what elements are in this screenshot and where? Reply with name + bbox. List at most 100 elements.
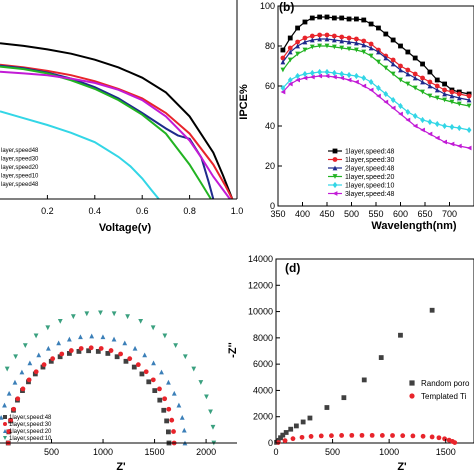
panel-b-point: [383, 99, 389, 105]
panel-c-point: [143, 369, 149, 375]
panel-c-point: [98, 346, 104, 351]
panel-c-point: [122, 340, 128, 346]
panel-b-legend-marker: [332, 181, 338, 189]
panel-c-point: [171, 429, 176, 434]
panel-b-point: [295, 51, 300, 57]
panel-a-curve-4: [0, 65, 212, 200]
panel-c-point: [78, 346, 84, 351]
panel-d-legend: Random poro Templated Ti: [409, 379, 470, 401]
panel-b-x-tick-label: 350: [270, 209, 285, 219]
panel-c-point: [57, 318, 63, 324]
panel-b-point: [302, 70, 308, 78]
panel-b-point: [324, 43, 330, 49]
panel-b-point: [383, 65, 389, 71]
panel-b-point: [456, 143, 462, 149]
panel-b-y-tick-label: 20: [265, 161, 275, 171]
panel-b-point: [331, 44, 337, 50]
panel-d-y-tick-label: 4000: [253, 385, 273, 395]
panel-b-point: [339, 15, 345, 21]
panel-c-point: [22, 343, 28, 349]
panel-b-point: [376, 84, 381, 92]
panel-b-point: [317, 32, 323, 38]
panel-d-point: [318, 433, 324, 439]
panel-b-point: [383, 90, 389, 98]
panel-b-point: [324, 36, 330, 42]
panel-c-legend-label: 1layer,speed:48: [9, 415, 52, 421]
panel-b-point: [398, 67, 403, 73]
panel-a-curve-5: [0, 110, 160, 200]
panel-a-tick-label: 0.4: [89, 206, 102, 216]
panel-b-point: [309, 44, 315, 50]
panel-b-point: [331, 15, 337, 21]
panel-b-point: [398, 43, 403, 49]
panel-c-point: [48, 358, 54, 364]
panel-b-point: [456, 91, 462, 97]
panel-b-point: [420, 89, 425, 95]
panel-b-y-tick-label: 100: [260, 1, 275, 11]
panel-b-point: [287, 81, 293, 87]
panel-b-point: [354, 47, 359, 53]
panel-b-point: [449, 141, 455, 147]
panel-b-point: [420, 127, 425, 133]
panel-b-point: [331, 74, 337, 80]
panel-d-point: [390, 433, 395, 438]
panel-c-point: [139, 371, 145, 377]
panel-d-nyquist: 0 500 1000 1500 0 2000 4000 6000 8000 10000 12000…: [227, 254, 474, 473]
panel-b-point: [287, 49, 293, 55]
panel-c-point: [111, 311, 117, 317]
panel-c-legend-marker: [3, 429, 7, 433]
panel-b-x-ticks: 350 400 450 500 550 600 650 700: [270, 202, 457, 219]
panel-b-point: [376, 49, 381, 55]
panel-a-legend-label: layer,speed10: [1, 174, 39, 180]
panel-b-point: [412, 55, 418, 61]
panel-d-legend-marker: [409, 380, 415, 386]
panel-b-point: [427, 118, 433, 126]
panel-d-point: [290, 436, 296, 442]
panel-a-tick-label: 0.6: [136, 206, 149, 216]
panel-b-point: [442, 97, 447, 103]
panel-c-legend-marker: [3, 422, 7, 426]
panel-b-point: [466, 145, 472, 151]
panel-b-y-tick-label: 60: [265, 81, 275, 91]
panel-b-legend-marker: [332, 157, 338, 162]
panel-c-point: [6, 390, 12, 396]
panel-b-x-tick-label: 500: [344, 209, 359, 219]
panel-b-point: [317, 43, 323, 49]
panel-b-point: [317, 73, 323, 79]
panel-b-point: [456, 95, 462, 101]
panel-b-point: [383, 55, 389, 61]
panel-c-point: [33, 369, 39, 375]
panel-a-tick-label: 1.0: [231, 206, 244, 216]
panel-b-point: [405, 67, 411, 73]
panel-b-point: [449, 89, 455, 95]
panel-b-point: [361, 42, 367, 48]
panel-b-point: [434, 95, 440, 101]
panel-b-point: [331, 69, 337, 77]
panel-c-legend-marker: [3, 415, 7, 419]
panel-c-point: [166, 429, 171, 435]
panel-b-point: [368, 41, 374, 47]
panel-b-line-4: [282, 45, 470, 107]
panel-c-point: [76, 349, 82, 354]
panel-d-point: [278, 435, 283, 441]
panel-d-point: [361, 377, 367, 383]
panel-c-point: [171, 390, 177, 396]
panel-c-point: [33, 333, 39, 339]
panel-b-point: [361, 49, 367, 55]
panel-c-point: [132, 345, 138, 351]
panel-c-point: [78, 334, 83, 340]
panel-b-ipce: 350 400 450 500 550 600 650 700 0 20 40 60 80 100 Wa…: [238, 0, 474, 232]
panel-b-point: [412, 112, 418, 120]
panel-d-y-tick-label: 10000: [248, 307, 273, 317]
panel-c-tick-label: 2000: [196, 447, 216, 457]
panel-c-point: [45, 345, 51, 351]
panel-b-y-tick-label: 0: [270, 201, 275, 211]
panel-b-point: [442, 122, 447, 130]
panel-c-point: [208, 409, 213, 415]
panel-b-point: [427, 69, 433, 75]
panel-d-point: [398, 332, 403, 338]
panel-c-point: [56, 340, 62, 346]
panel-c-point: [127, 356, 133, 362]
panel-c-point: [88, 345, 94, 351]
panel-b-point: [346, 71, 352, 79]
